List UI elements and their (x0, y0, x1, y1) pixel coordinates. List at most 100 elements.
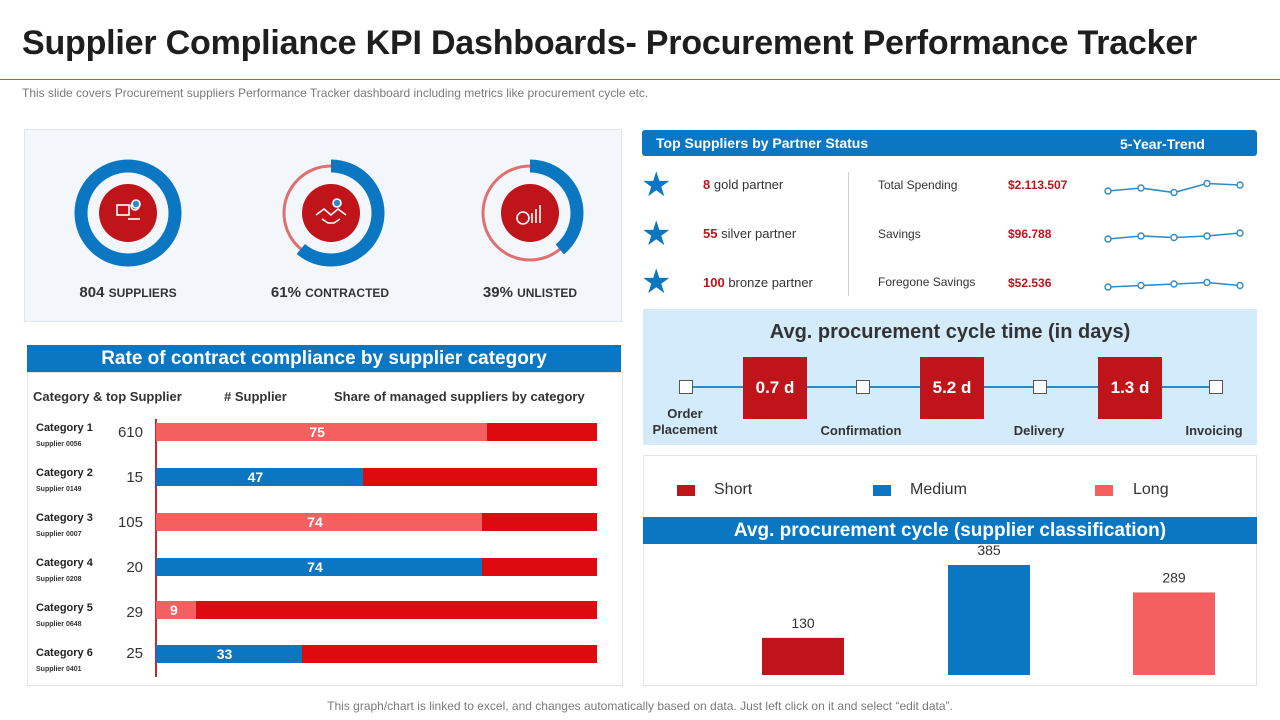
summary-contracted-caption: CONTRACTED (305, 286, 390, 300)
bar-medium (948, 565, 1030, 675)
bar-value-label: 385 (977, 544, 1001, 558)
share-bar-fill (156, 558, 483, 576)
legend-swatch-long (1095, 485, 1113, 496)
legend-swatch-medium (873, 485, 891, 496)
bar-value-label: 289 (1162, 569, 1186, 585)
legend-swatch-short (677, 485, 695, 496)
partner-silver: 55 silver partner (703, 226, 796, 241)
share-bar-value: 74 (307, 514, 323, 530)
category-name: Category 1 (36, 422, 93, 434)
classification-title: Avg. procurement cycle (supplier classif… (643, 517, 1257, 544)
supplier-icon (99, 184, 157, 242)
legend-short-label: Short (714, 481, 753, 498)
share-bar-track: 33 (156, 645, 597, 663)
compliance-row: Category 2 Supplier 0149 15 47 (0, 467, 640, 511)
title-divider (0, 79, 1280, 80)
share-bar-fill (156, 513, 483, 531)
col-share-header: Share of managed suppliers by category (334, 389, 585, 404)
share-bar-fill (156, 423, 487, 441)
cycle-time-title: Avg. procurement cycle time (in days) (769, 321, 1131, 343)
partner-label: bronze partner (728, 275, 813, 290)
category-supplier-count: 105 (117, 514, 143, 531)
summary-unlisted-caption: UNLISTED (517, 286, 578, 300)
share-bar-value: 33 (216, 646, 233, 662)
partner-divider (848, 172, 849, 296)
timeline-node (1209, 380, 1223, 394)
category-name: Category 4 (36, 557, 93, 569)
partner-count: 100 (703, 275, 725, 290)
trend-point (1170, 233, 1178, 242)
top-suppliers-title: Top Suppliers by Partner Status (656, 135, 869, 151)
star-icon: ★ (641, 215, 672, 253)
cycle-duration: 1.3 d (1098, 357, 1162, 419)
summary-unlisted-label: 39% UNLISTED (440, 284, 620, 301)
timeline-node (856, 380, 870, 394)
compliance-axis (155, 419, 157, 677)
share-bar-track: 9 (156, 601, 597, 619)
share-bar-track: 75 (156, 423, 597, 441)
bar-long (1133, 592, 1215, 675)
cycle-duration: 0.7 d (743, 357, 807, 419)
bar-value-label: 130 (791, 615, 815, 631)
summary-contracted-value: 61% (270, 284, 301, 301)
share-bar-fill (156, 645, 302, 663)
category-supplier-count: 25 (126, 645, 143, 662)
category-supplier-count: 15 (126, 469, 143, 486)
category-top-supplier: Supplier 0007 (36, 531, 82, 538)
trend-point (1236, 181, 1244, 189)
metric-label: Total Spending (878, 178, 958, 192)
legend-long-label: Long (1133, 481, 1169, 498)
metric-label: Savings (878, 227, 921, 241)
category-top-supplier: Supplier 0208 (36, 576, 82, 583)
compliance-row: Category 6 Supplier 0401 25 33 (0, 645, 640, 691)
summary-suppliers-caption: SUPPLIERS (108, 286, 177, 300)
category-name: Category 3 (36, 512, 93, 524)
trend-point (1104, 283, 1112, 291)
page-title: Supplier Compliance KPI Dashboards- Proc… (22, 24, 1198, 62)
trend-point (1170, 188, 1178, 197)
star-icon: ★ (641, 263, 672, 301)
col-supplier-header: # Supplier (224, 389, 287, 404)
timeline-node (679, 380, 693, 394)
trend-point (1203, 278, 1211, 287)
category-top-supplier: Supplier 0401 (36, 666, 82, 673)
share-bar-track: 74 (156, 513, 597, 531)
compliance-row: Category 1 Supplier 0056 610 75 (0, 422, 640, 466)
trend-point (1236, 281, 1244, 290)
summary-unlisted-value: 39% (482, 284, 513, 301)
trend-point (1203, 179, 1211, 188)
compliance-row: Category 4 Supplier 0208 20 74 (0, 557, 640, 601)
cycle-duration: 5.2 d (920, 357, 984, 419)
handshake-icon (302, 184, 360, 242)
donut-unlisted (476, 159, 584, 267)
partner-bronze: 100 bronze partner (703, 275, 813, 290)
donut-contracted-arc (277, 159, 385, 267)
category-supplier-count: 610 (117, 424, 143, 441)
partner-label: gold partner (713, 177, 784, 192)
classification-chart: 130 385 289 (762, 544, 1215, 675)
summary-contracted-label: 61% CONTRACTED (240, 284, 420, 301)
trend-point (1203, 232, 1211, 240)
category-top-supplier: Supplier 0648 (36, 621, 82, 628)
trend-point (1170, 280, 1178, 288)
top-suppliers-header: Top Suppliers by Partner Status 5-Year-T… (642, 130, 1257, 156)
compliance-title: Rate of contract compliance by supplier … (27, 345, 621, 372)
step-label: Invoicing (1185, 423, 1243, 438)
trend-point (1236, 229, 1244, 237)
category-top-supplier: Supplier 0056 (36, 441, 82, 448)
step-label: Confirmation (820, 423, 902, 438)
trend-point (1104, 187, 1112, 195)
summary-donuts (74, 159, 584, 267)
donut-unlisted-arc (476, 159, 584, 267)
compliance-row: Category 5 Supplier 0648 29 9 (0, 601, 640, 646)
trend-sparklines (1104, 179, 1244, 291)
partner-label: silver partner (721, 226, 797, 241)
category-name: Category 6 (36, 647, 93, 659)
category-supplier-count: 20 (126, 559, 143, 576)
compliance-row: Category 3 Supplier 0007 105 74 (0, 512, 640, 556)
donut-contracted (277, 159, 385, 267)
share-bar-value: 47 (247, 469, 264, 485)
bar-short (762, 637, 844, 675)
partner-count: 8 (703, 177, 711, 192)
share-bar-value: 75 (309, 424, 325, 440)
